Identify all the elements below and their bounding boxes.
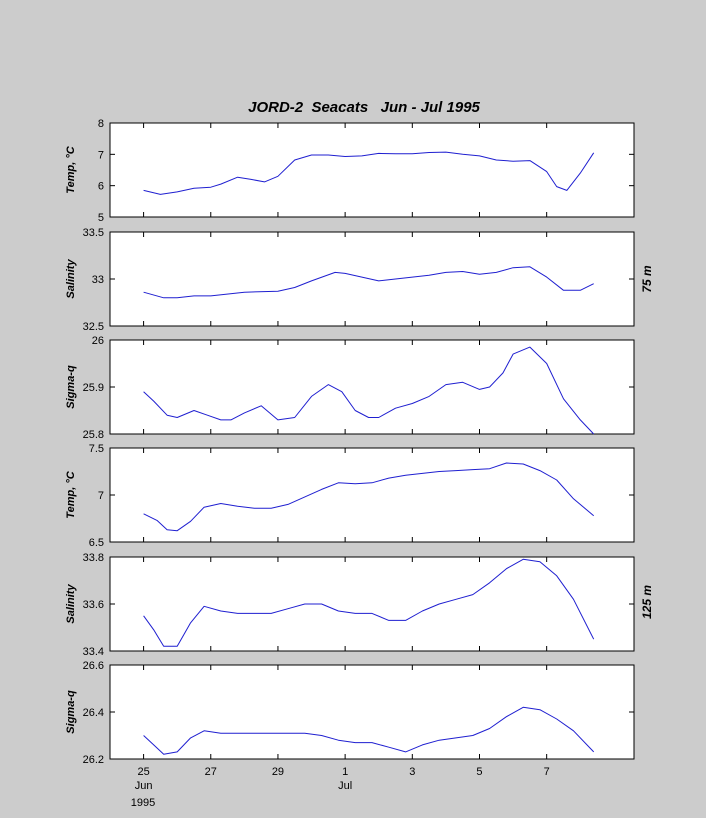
y-tick-label: 6.5 bbox=[89, 537, 104, 549]
panel-6: 26.2 26.4 26.6 Sigma-q bbox=[65, 660, 635, 766]
x-tick-label: 27 bbox=[205, 766, 217, 778]
y-tick-label: 33.8 bbox=[83, 552, 104, 564]
chart-title: JORD-2 Seacats Jun - Jul 1995 bbox=[248, 99, 480, 116]
x-tick-label: 5 bbox=[476, 766, 482, 778]
y-tick-label: 33.5 bbox=[83, 227, 104, 239]
x-tick-month-label: Jul bbox=[338, 780, 352, 792]
year-label: 1995 bbox=[131, 797, 155, 809]
series-line bbox=[143, 151, 595, 195]
plot-area bbox=[109, 664, 635, 760]
x-tick-label: 29 bbox=[272, 766, 284, 778]
y-tick-label: 6 bbox=[98, 181, 104, 193]
x-tick-label: 7 bbox=[544, 766, 550, 778]
series-line bbox=[143, 558, 595, 647]
y-tick-label: 25.8 bbox=[83, 429, 104, 441]
x-tick-month-label: Jun bbox=[135, 780, 153, 792]
x-axis: 25 Jun 27 29 1 Jul 3 5 7 bbox=[135, 766, 550, 792]
plot-area bbox=[109, 339, 635, 435]
y-axis-label: Salinity bbox=[65, 584, 77, 624]
panel-4: 6.5 7 7.5 Temp, °C bbox=[65, 443, 635, 549]
panel-3: 25.8 25.9 26 Sigma-q bbox=[65, 335, 635, 441]
x-tick-label: 25 bbox=[137, 766, 149, 778]
y-tick-label: 5 bbox=[98, 212, 104, 224]
panels: 5 6 7 8 Temp, °C 32.5 33 33.5 Salinity 25.8 25.9 26… bbox=[65, 118, 635, 766]
series-line bbox=[143, 462, 595, 532]
y-axis-label: Salinity bbox=[65, 259, 77, 299]
y-tick-label: 26.6 bbox=[83, 660, 104, 672]
y-axis-label: Temp, °C bbox=[65, 470, 77, 518]
y-tick-label: 8 bbox=[98, 118, 104, 130]
y-tick-label: 32.5 bbox=[83, 321, 104, 333]
plot-area bbox=[109, 556, 635, 652]
panel-2: 32.5 33 33.5 Salinity bbox=[65, 227, 635, 333]
x-tick-label: 1 bbox=[342, 766, 348, 778]
y-tick-label: 33.6 bbox=[83, 599, 104, 611]
y-axis-label: Sigma-q bbox=[65, 365, 77, 409]
depth-label-lower: 125 m bbox=[640, 585, 654, 619]
y-tick-label: 33.4 bbox=[83, 646, 104, 658]
series-line bbox=[143, 266, 594, 299]
y-tick-label: 26.4 bbox=[83, 707, 104, 719]
series-line bbox=[143, 346, 595, 435]
panel-1: 5 6 7 8 Temp, °C bbox=[65, 118, 635, 224]
x-tick-label: 3 bbox=[409, 766, 415, 778]
y-tick-label: 7 bbox=[98, 149, 104, 161]
y-tick-label: 26.2 bbox=[83, 754, 104, 766]
y-tick-label: 7.5 bbox=[89, 443, 104, 455]
panel-5: 33.4 33.6 33.8 Salinity bbox=[65, 552, 635, 658]
y-tick-label: 25.9 bbox=[83, 382, 104, 394]
y-tick-label: 26 bbox=[92, 335, 104, 347]
series-line bbox=[143, 706, 595, 755]
y-axis-label: Sigma-q bbox=[65, 690, 77, 734]
y-axis-label: Temp, °C bbox=[65, 145, 77, 193]
depth-label-upper: 75 m bbox=[640, 265, 654, 293]
y-tick-label: 7 bbox=[98, 490, 104, 502]
plot-area bbox=[109, 122, 635, 218]
plot-area bbox=[109, 447, 635, 543]
y-tick-label: 33 bbox=[92, 274, 104, 286]
